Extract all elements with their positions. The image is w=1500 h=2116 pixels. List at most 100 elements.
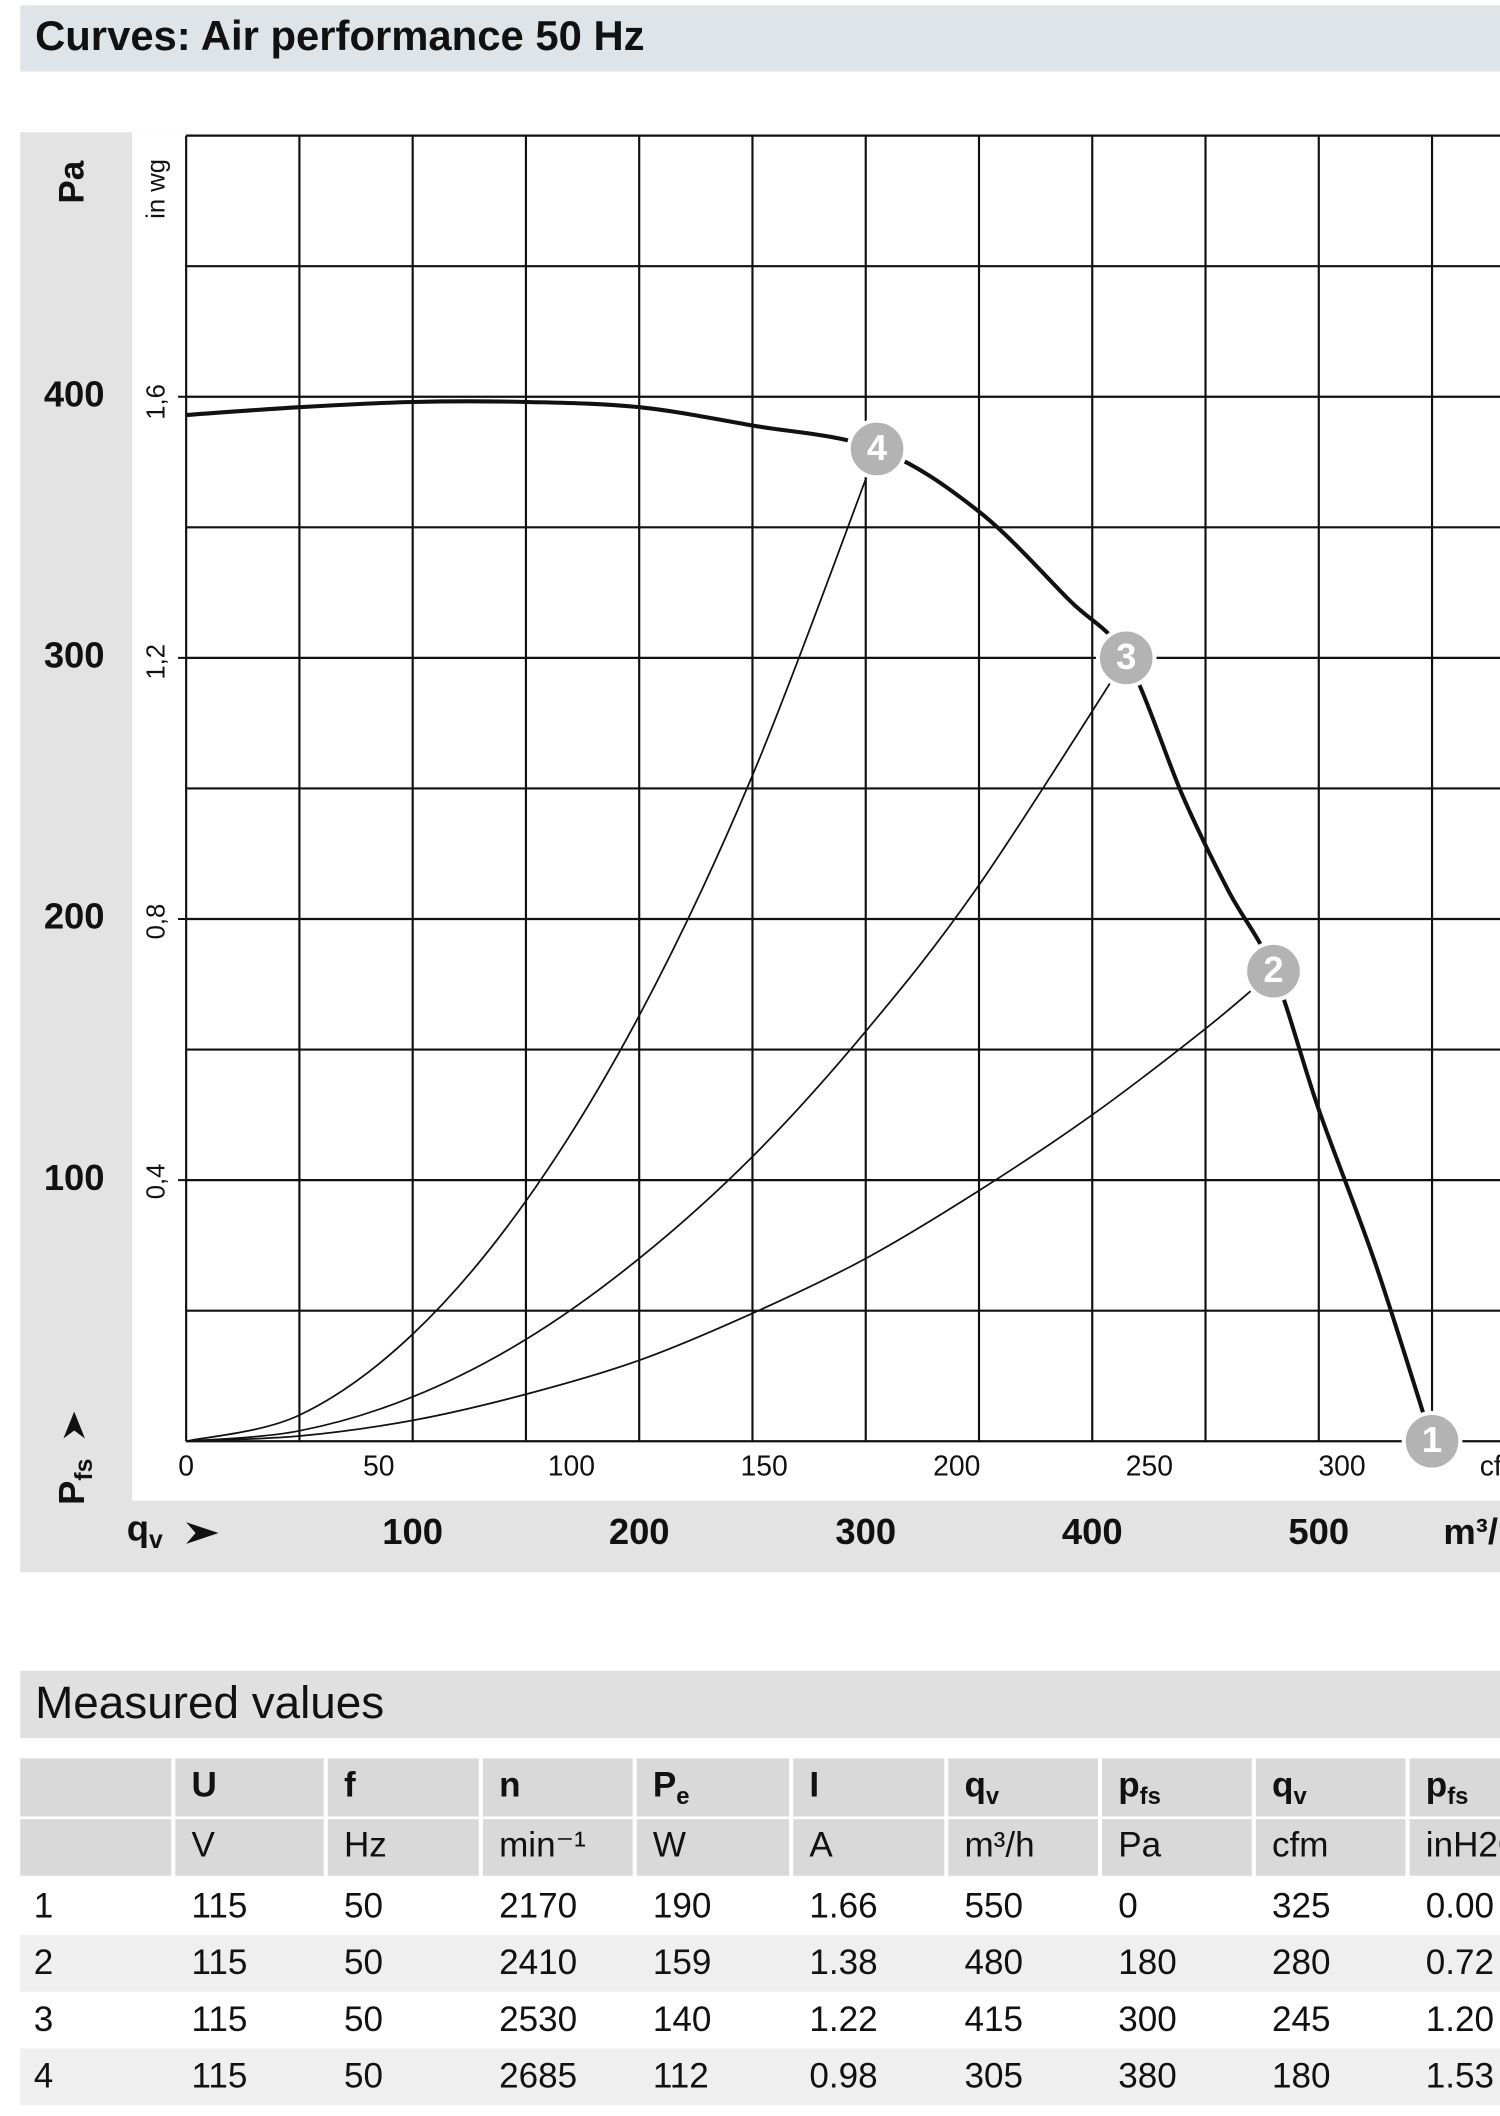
x-axis-symbol: qv [127,1507,163,1554]
table-cell: 115 [192,1943,248,1982]
header-cell [482,1758,633,1817]
x-tick-label: 100 [382,1511,443,1552]
operating-point-label: 2 [1263,949,1283,990]
column-header: I [809,1766,819,1805]
table-cell: 180 [1118,1943,1177,1982]
header-cell [1102,1758,1252,1817]
column-header: f [344,1766,356,1805]
y-axis-symbol: Pfs [51,1459,98,1505]
header-cell [175,1819,324,1876]
column-unit: inH2O [1426,1826,1500,1865]
column-header-sub: v [1293,1783,1307,1810]
plot-area [132,132,1500,1501]
table-cell: 300 [1118,2000,1177,2039]
table-row [20,1878,1500,1936]
table-cell: 115 [192,1886,248,1925]
x2-tick-label: 200 [933,1451,980,1483]
column-header: pfs [1118,1766,1161,1811]
table-cell: 115 [192,2056,248,2095]
table-cell: 115 [192,2000,248,2039]
system-curve [186,970,1275,1443]
header-cell [1102,1819,1252,1876]
table-cell: 0.98 [809,2056,877,2095]
column-header: U [192,1766,217,1805]
y-axis-label: Pa [52,160,91,203]
table-cell: 2410 [499,1943,577,1982]
x-axis-symbol-base: q [127,1507,149,1548]
operating-point-label: 3 [1116,636,1136,677]
operating-point [846,418,908,480]
header-cell [1409,1758,1500,1817]
column-header-sub: fs [1140,1783,1161,1810]
table-row [20,1991,1500,2049]
y-tick-label: 300 [44,634,105,675]
column-header: qv [1272,1766,1307,1811]
table-cell: 1.38 [809,1943,877,1982]
x2-tick-label: 250 [1126,1451,1173,1483]
table-cell: 2 [34,1943,54,1982]
table: UfnPeIqvpfsqvpfsVHzmin⁻¹WAm³/hPacfminH2O… [20,1758,1500,2106]
y-axis-symbol-sub: fs [71,1459,98,1481]
table-cell: 245 [1272,2000,1331,2039]
operating-point [1243,940,1304,1002]
table-cell: 1.20 [1426,2000,1494,2039]
system-curve [186,657,1127,1443]
y2-axis-label: in wg [143,159,171,219]
y2-tick-label: 0,8 [143,904,171,940]
column-header-sub: fs [1447,1783,1468,1810]
column-unit: Hz [344,1826,387,1865]
column-header: qv [964,1766,999,1811]
table-cell: 112 [653,2056,709,2095]
header-cell [636,1819,790,1876]
column-unit: V [192,1826,216,1865]
x2-tick-label: 50 [363,1451,395,1483]
y-arrow [63,1411,85,1439]
column-header-base: P [653,1766,676,1805]
header-cell [1409,1819,1500,1876]
chart: 100 200 300 400 0,4 0,8 1,2 1,6 100 200 300 400 500 0… [44,134,1500,1554]
x-tick-label: 300 [835,1511,896,1552]
table-cell: 190 [653,1886,712,1925]
table-cell: 0.72 [1426,1943,1494,1982]
fan-curve [186,399,1434,1442]
operating-point-label: 1 [1422,1419,1442,1460]
column-unit: m³/h [964,1826,1034,1865]
table-cell: 50 [344,2056,383,2095]
table-cell: 180 [1272,2056,1331,2095]
title-bar [20,5,1500,72]
system-curve [185,448,878,1443]
column-unit: cfm [1272,1826,1328,1865]
column-header-base: q [964,1766,985,1805]
table-cell: 2685 [499,2056,577,2095]
column-unit: A [809,1826,833,1865]
x2-tick-label: 300 [1318,1451,1365,1483]
x-tick-label: 200 [609,1511,670,1552]
header-cell [327,1819,479,1876]
header-cell [327,1758,479,1817]
header-cell [948,1819,1099,1876]
header-cell [20,1758,172,1817]
header-cell [793,1819,945,1876]
column-header: n [499,1766,520,1805]
y2-tick-label: 1,6 [143,384,171,420]
operating-point-label: 4 [867,427,888,468]
table-cell: 1.53 [1426,2056,1494,2095]
table-cell: 0 [1118,1886,1138,1925]
y2-tick-label: 0,4 [143,1164,171,1200]
table-cell: 380 [1118,2056,1177,2095]
column-header-sub: v [986,1783,1000,1810]
table-cell: 550 [964,1886,1023,1925]
x2-axis-label: cfm [1480,1451,1500,1483]
x-axis-label: m³/h [1443,1511,1500,1552]
table-cell: 140 [653,2000,712,2039]
table-cell: 2530 [499,2000,577,2039]
column-header: pfs [1426,1766,1469,1811]
table-cell: 1 [34,1886,54,1925]
header-cell [793,1758,945,1817]
table-cell: 480 [964,1943,1023,1982]
table-row [20,1935,1500,1992]
table-cell: 50 [344,1943,383,1982]
column-header-base: p [1118,1766,1139,1805]
table-cell: 2170 [499,1886,577,1925]
table-cell: 305 [964,2056,1023,2095]
